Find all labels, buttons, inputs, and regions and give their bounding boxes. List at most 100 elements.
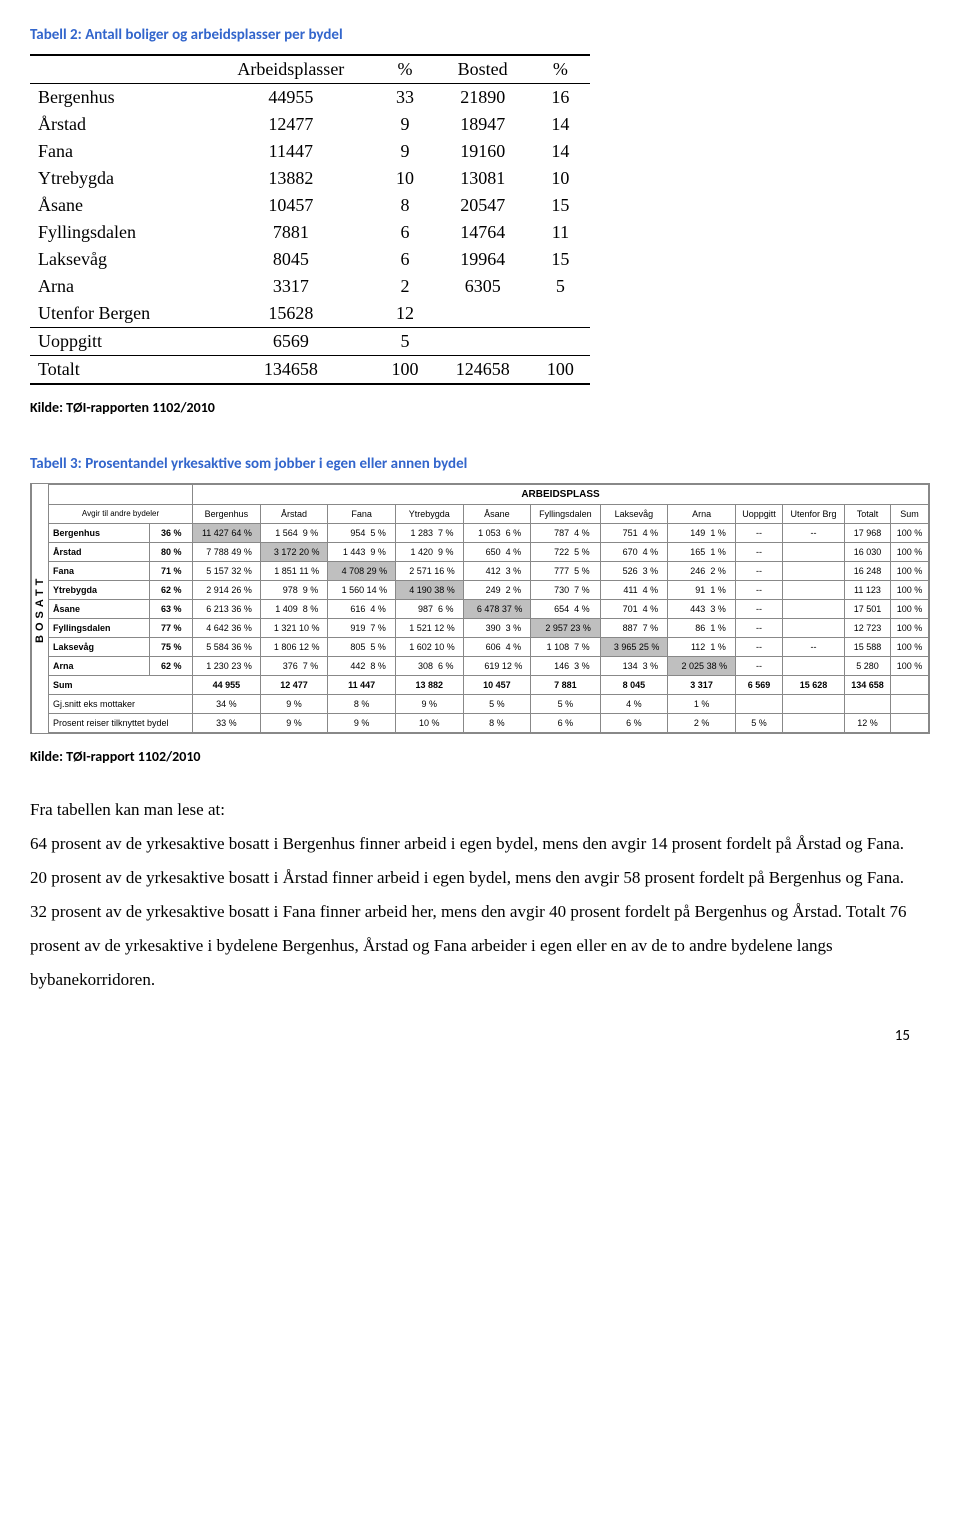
- t2-sumlabel: Sum: [49, 676, 193, 695]
- table1-cell: [435, 328, 531, 356]
- table2-caption: Tabell 3: Prosentandel yrkesaktive som j…: [30, 455, 930, 473]
- t2-cell: 390 3 %: [463, 619, 531, 638]
- t2-row: Ytrebygda62 %2 914 26 %978 9 %1 560 14 %…: [49, 581, 929, 600]
- table1-cell: 10457: [206, 192, 375, 219]
- table1-cell: Arna: [30, 273, 206, 300]
- t2-sumcell: 10 457: [463, 676, 531, 695]
- table1-cell: Fana: [30, 138, 206, 165]
- t2-colhdr: Bergenhus: [193, 505, 261, 524]
- t2-footcell: [891, 714, 929, 733]
- table1-cell: 8045: [206, 246, 375, 273]
- table1-cell: 15: [531, 246, 590, 273]
- t2-cell: 15 588: [844, 638, 890, 657]
- t2-sumcell: 11 447: [328, 676, 396, 695]
- table1-cell: 44955: [206, 84, 375, 112]
- t2-cell: --: [735, 600, 782, 619]
- t2-colhdr: Ytrebygda: [395, 505, 463, 524]
- table1-cell: 100: [375, 356, 434, 385]
- t2-cell: --: [735, 619, 782, 638]
- table1-cell: 12: [375, 300, 434, 328]
- t2-corner: Avgir til andre bydeler: [49, 505, 193, 524]
- t2-footcell: [735, 695, 782, 714]
- t2-cell: 376 7 %: [260, 657, 328, 676]
- t2-title-row: ARBEIDSPLASS: [49, 485, 929, 505]
- t2-cell: --: [735, 638, 782, 657]
- table1-cell: 14: [531, 138, 590, 165]
- body-paragraph: Fra tabellen kan man lese at: 64 prosent…: [30, 793, 910, 997]
- t2-footcell: 6 %: [600, 714, 668, 733]
- t2-cell: 2 025 38 %: [668, 657, 736, 676]
- table1-row: Årstad1247791894714: [30, 111, 590, 138]
- t2-cell: 606 4 %: [463, 638, 531, 657]
- table1-cell: Uoppgitt: [30, 328, 206, 356]
- table1-source: Kilde: TØI-rapporten 1102/2010: [30, 399, 930, 416]
- t2-avgir: 36 %: [150, 524, 193, 543]
- t2-cell: 1 806 12 %: [260, 638, 328, 657]
- table1-row: Laksevåg804561996415: [30, 246, 590, 273]
- t2-avgir: 75 %: [150, 638, 193, 657]
- table1: Arbeidsplasser % Bosted % Bergenhus44955…: [30, 54, 590, 385]
- t2-rowlabel: Bergenhus: [49, 524, 150, 543]
- t2-cell: 146 3 %: [531, 657, 600, 676]
- t2-sumcell: 3 317: [668, 676, 736, 695]
- t2-footcell: 6 %: [531, 714, 600, 733]
- t2-footlabel: Prosent reiser tilknyttet bydel: [49, 714, 193, 733]
- table1-cell: 5: [531, 273, 590, 300]
- table1-cell: 19160: [435, 138, 531, 165]
- table1-cell: [435, 300, 531, 328]
- t2-cell: 411 4 %: [600, 581, 668, 600]
- t2-cell: 2 914 26 %: [193, 581, 261, 600]
- t2-cell: 619 12 %: [463, 657, 531, 676]
- t2-cell: 1 420 9 %: [395, 543, 463, 562]
- t2-cell: 16 030: [844, 543, 890, 562]
- t2-cell: 249 2 %: [463, 581, 531, 600]
- table1-cell: 13081: [435, 165, 531, 192]
- table1-cell: Åsane: [30, 192, 206, 219]
- t2-cell: 442 8 %: [328, 657, 396, 676]
- table1-cell: 15628: [206, 300, 375, 328]
- table1-cell: [531, 328, 590, 356]
- t2-colhdr: Fyllingsdalen: [531, 505, 600, 524]
- t2-cell: 412 3 %: [463, 562, 531, 581]
- t2-footcell: 34 %: [193, 695, 261, 714]
- t2-cell: 1 564 9 %: [260, 524, 328, 543]
- t2-cell: 16 248: [844, 562, 890, 581]
- t2-cell: 11 427 64 %: [193, 524, 261, 543]
- t2-rowlabel: Åsane: [49, 600, 150, 619]
- t2-cell: 7 788 49 %: [193, 543, 261, 562]
- body-text-content: 64 prosent av de yrkesaktive bosatt i Be…: [30, 827, 910, 997]
- table1-cell: [531, 300, 590, 328]
- t2-cell: 17 968: [844, 524, 890, 543]
- table1-cell: 134658: [206, 356, 375, 385]
- t2-cell: 2 571 16 %: [395, 562, 463, 581]
- t2-cell: [783, 657, 845, 676]
- table1-cell: Ytrebygda: [30, 165, 206, 192]
- t2-avgir: 62 %: [150, 581, 193, 600]
- t2-cell: 3 965 25 %: [600, 638, 668, 657]
- t2-colhdr: Utenfor Brg: [783, 505, 845, 524]
- table1-cell: 21890: [435, 84, 531, 112]
- t2-cell: [783, 543, 845, 562]
- t2-colhdr: Arna: [668, 505, 736, 524]
- t2-rowlabel: Ytrebygda: [49, 581, 150, 600]
- t2-cell: 100 %: [891, 581, 929, 600]
- table1-cell: 9: [375, 111, 434, 138]
- t2-cell: 5 157 32 %: [193, 562, 261, 581]
- t2-sumcell: 8 045: [600, 676, 668, 695]
- t2-avgir: 77 %: [150, 619, 193, 638]
- table1-cell: 20547: [435, 192, 531, 219]
- t2-footcell: 9 %: [395, 695, 463, 714]
- table2-wrap: BOSATT ARBEIDSPLASS Avgir til andre byde…: [30, 483, 930, 734]
- t2-footcell: 10 %: [395, 714, 463, 733]
- t2-cell: 149 1 %: [668, 524, 736, 543]
- table1-cell: 9: [375, 138, 434, 165]
- table1-row: Åsane1045782054715: [30, 192, 590, 219]
- table1-cell: 19964: [435, 246, 531, 273]
- table1-header-row: Arbeidsplasser % Bosted %: [30, 55, 590, 84]
- t2-cell: [783, 581, 845, 600]
- t2-footcell: [783, 714, 845, 733]
- t2-colhdr: Årstad: [260, 505, 328, 524]
- t2-cell: 670 4 %: [600, 543, 668, 562]
- t2-cell: 2 957 23 %: [531, 619, 600, 638]
- t2-sumcell: 7 881: [531, 676, 600, 695]
